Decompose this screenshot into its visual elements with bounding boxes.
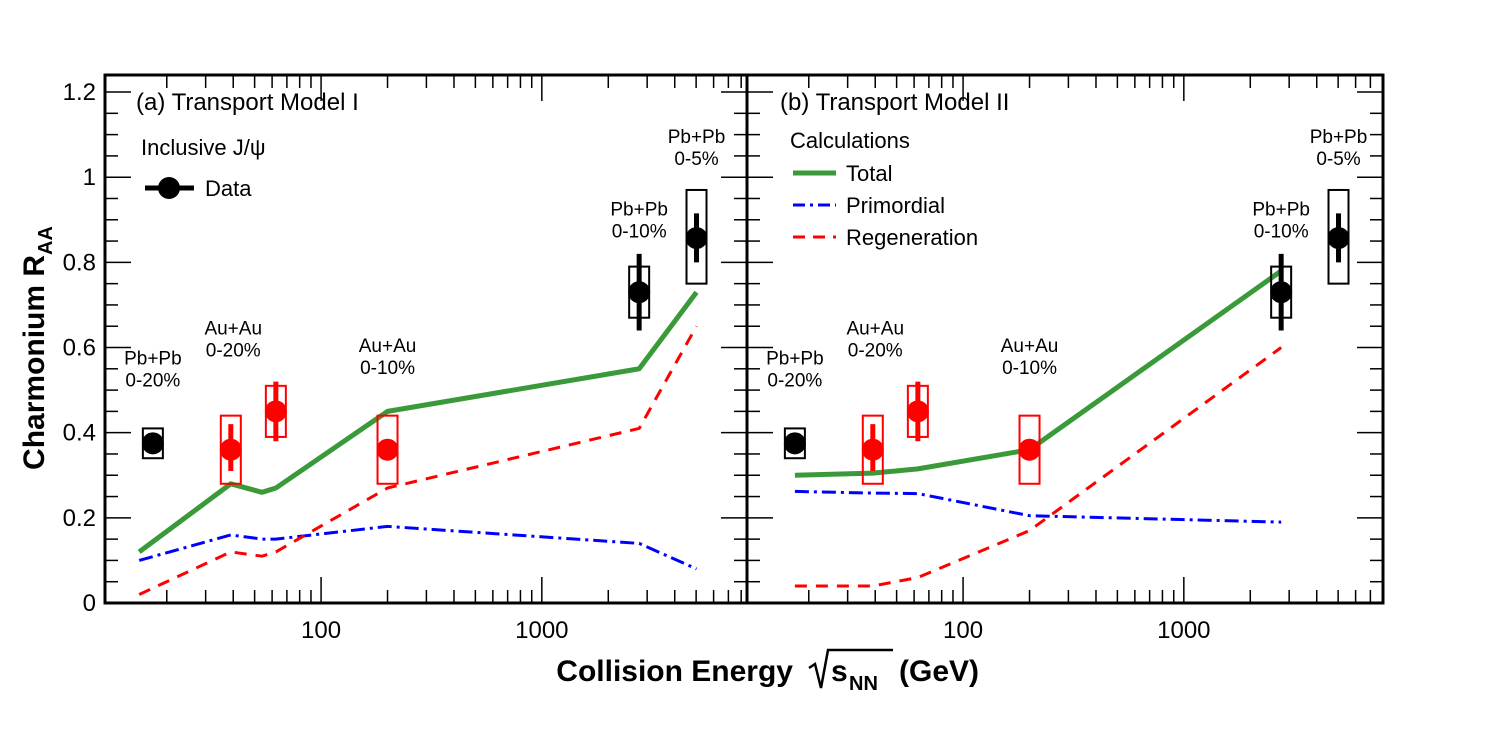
- legend-data-marker: [158, 177, 180, 199]
- system-label: Pb+Pb: [610, 200, 668, 221]
- data-marker-b-1: [861, 438, 884, 461]
- system-label: 0-10%: [1002, 358, 1057, 379]
- series-regeneration-panel-b: [794, 346, 1283, 588]
- data-marker-b-5: [1327, 227, 1350, 250]
- sqrt-symbol: [808, 648, 893, 689]
- legend-primordial-label: Primordial: [846, 193, 945, 218]
- system-label: 0-20%: [125, 371, 180, 392]
- system-label: Au+Au: [846, 319, 904, 340]
- y-tick-label: 1.2: [63, 79, 96, 106]
- x-tick-label: 1000: [1157, 617, 1210, 644]
- data-marker-a-4: [628, 281, 651, 304]
- series-primordial-panel-b: [794, 489, 1282, 524]
- system-label: Pb+Pb: [1252, 200, 1310, 221]
- x-axis-label-main: Collision Energy: [556, 655, 793, 688]
- panel-b-title: (b) Transport Model II: [780, 89, 1009, 116]
- system-label: Au+Au: [1001, 336, 1059, 357]
- x-tick-label: 100: [943, 617, 983, 644]
- system-label: 0-20%: [848, 341, 903, 362]
- series-regeneration-panel-a: [138, 325, 698, 596]
- system-label: 0-5%: [1316, 149, 1360, 170]
- y-axis-label-sub: AA: [35, 226, 57, 255]
- y-tick-label: 1: [83, 164, 96, 191]
- data-marker-b-0: [783, 432, 806, 455]
- data-marker-b-2: [906, 400, 929, 423]
- legend-calculations-title: Calculations: [790, 128, 910, 153]
- series-primordial-panel-a: [138, 524, 698, 571]
- model-curves: [137, 268, 1283, 596]
- legend-total-label: Total: [846, 161, 892, 186]
- y-tick-label: 0.2: [63, 505, 96, 532]
- system-label: 0-10%: [360, 358, 415, 379]
- system-label: Au+Au: [204, 319, 262, 340]
- system-label: Pb+Pb: [124, 349, 182, 370]
- data-points: [141, 188, 1350, 485]
- legend-inclusive-title: Inclusive J/ψ: [141, 135, 266, 160]
- y-axis-label: Charmonium RAA: [18, 226, 57, 470]
- system-label: 0-20%: [206, 341, 261, 362]
- x-tick-label: 100: [301, 617, 341, 644]
- axis-ticks: [105, 75, 1384, 604]
- y-axis-label-main: Charmonium R: [18, 255, 51, 470]
- data-marker-b-3: [1018, 438, 1041, 461]
- y-tick-label: 0.8: [63, 249, 96, 276]
- data-marker-a-1: [219, 438, 242, 461]
- x-tick-label: 1000: [515, 617, 568, 644]
- y-tick-label: 0.4: [63, 420, 96, 447]
- system-label: Pb+Pb: [1310, 127, 1368, 148]
- panel-a-title: (a) Transport Model I: [136, 89, 359, 116]
- system-label: 0-5%: [674, 149, 718, 170]
- legend-data-label: Data: [205, 176, 252, 201]
- panel-frame-b: [745, 73, 1385, 605]
- x-axis-label-s: s: [831, 655, 848, 688]
- system-label: Pb+Pb: [668, 127, 726, 148]
- y-tick-label: 0.6: [63, 335, 96, 362]
- data-marker-b-4: [1270, 281, 1293, 304]
- series-total-panel-b: [794, 268, 1283, 478]
- x-axis-label-unit: (GeV): [899, 655, 979, 688]
- system-label: 0-10%: [612, 222, 667, 243]
- system-label: Pb+Pb: [766, 349, 824, 370]
- legend-regeneration-label: Regeneration: [846, 225, 978, 250]
- data-marker-a-0: [141, 432, 164, 455]
- system-label: 0-20%: [767, 371, 822, 392]
- panel-frames: [103, 73, 1385, 605]
- system-label: 0-10%: [1254, 222, 1309, 243]
- data-marker-a-2: [264, 400, 287, 423]
- data-marker-a-5: [685, 227, 708, 250]
- x-axis-label-sub: NN: [849, 673, 878, 695]
- system-label: Au+Au: [359, 336, 417, 357]
- y-tick-label: 0: [83, 590, 96, 617]
- data-marker-a-3: [376, 438, 399, 461]
